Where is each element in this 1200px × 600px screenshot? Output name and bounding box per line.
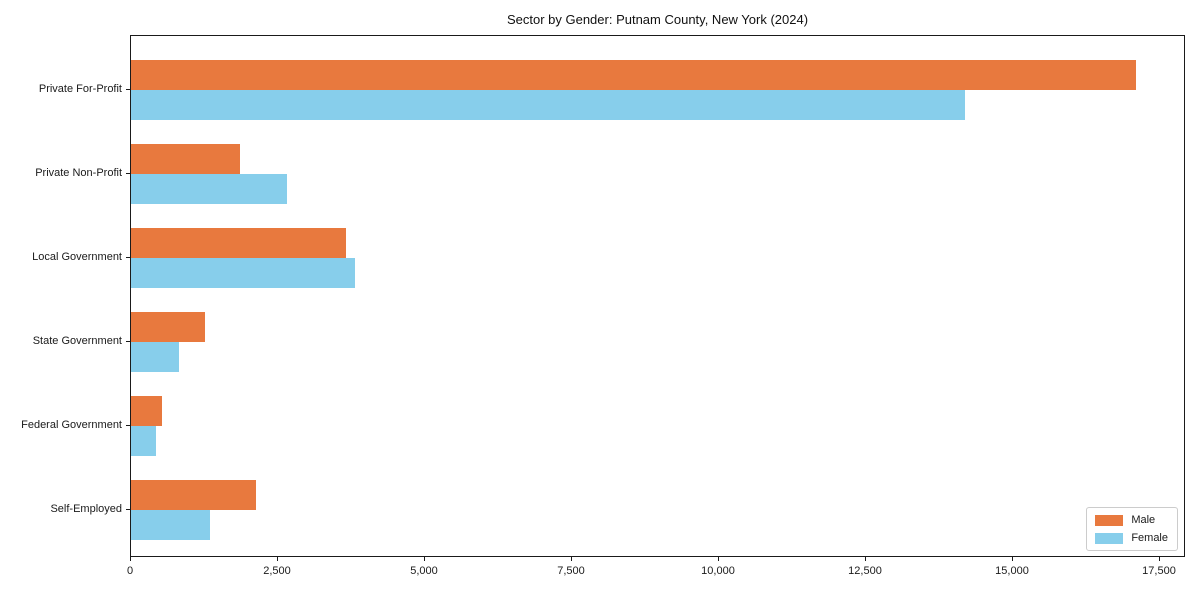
chart-title: Sector by Gender: Putnam County, New Yor… bbox=[506, 12, 809, 27]
bar-male-state-government bbox=[131, 311, 206, 342]
y-tick bbox=[126, 509, 130, 510]
y-tick bbox=[126, 340, 130, 342]
legend-swatch-male bbox=[1095, 514, 1124, 526]
legend-swatch-female bbox=[1095, 532, 1124, 544]
x-tick-label-12500: 12,500 bbox=[848, 565, 882, 577]
y-axis-label-private-non-profit: Private Non-Profit bbox=[35, 166, 122, 179]
x-tick bbox=[424, 557, 425, 561]
bar-male-private-non-profit bbox=[131, 143, 240, 174]
x-tick bbox=[571, 557, 572, 561]
x-tick-label-17500: 17,500 bbox=[1142, 565, 1176, 577]
legend-entry-male: Male bbox=[1095, 514, 1168, 526]
y-axis-label-private-for-profit: Private For-Profit bbox=[38, 82, 122, 95]
bar-male-local-government bbox=[131, 227, 347, 258]
x-tick-label-2500: 2,500 bbox=[263, 565, 291, 577]
bar-female-federal-government bbox=[131, 425, 157, 456]
x-tick bbox=[865, 557, 866, 561]
legend-entry-female: Female bbox=[1095, 532, 1168, 544]
y-tick bbox=[126, 256, 130, 258]
bar-female-local-government bbox=[131, 257, 355, 288]
legend-label-male: Male bbox=[1131, 514, 1156, 526]
bar-male-self-employed bbox=[131, 480, 257, 510]
bar-female-self-employed bbox=[131, 510, 210, 540]
y-tick bbox=[126, 424, 130, 426]
y-tick bbox=[126, 88, 130, 90]
bar-female-private-non-profit bbox=[131, 173, 287, 204]
y-axis-label-federal-government: Federal Government bbox=[21, 418, 122, 431]
bar-male-private-for-profit bbox=[131, 59, 1136, 90]
x-tick-label-7500: 7,500 bbox=[557, 565, 585, 577]
x-tick bbox=[277, 557, 278, 561]
x-tick-label-10000: 10,000 bbox=[701, 565, 735, 577]
bar-male-federal-government bbox=[131, 395, 163, 426]
plot-area: Male Female bbox=[130, 35, 1185, 557]
bar-female-state-government bbox=[131, 341, 180, 372]
y-tick bbox=[126, 172, 130, 174]
x-tick-label-15000: 15,000 bbox=[995, 565, 1029, 577]
x-tick-label-0: 0 bbox=[126, 565, 134, 577]
x-tick bbox=[130, 557, 131, 561]
y-axis-label-state-government: State Government bbox=[32, 334, 122, 347]
legend-label-female: Female bbox=[1131, 532, 1168, 544]
x-tick-label-5000: 5,000 bbox=[410, 565, 438, 577]
bar-female-private-for-profit bbox=[131, 89, 965, 120]
y-axis-label-local-government: Local Government bbox=[32, 250, 122, 263]
x-tick bbox=[1012, 557, 1013, 561]
x-tick bbox=[718, 557, 719, 561]
legend: Male Female bbox=[1086, 507, 1178, 551]
x-tick bbox=[1159, 557, 1160, 561]
y-axis-label-self-employed: Self-Employed bbox=[50, 503, 122, 515]
